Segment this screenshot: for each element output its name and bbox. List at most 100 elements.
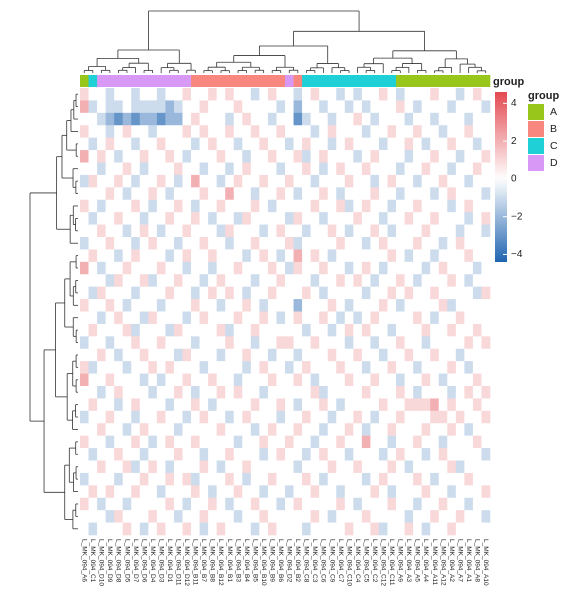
column-label: L_MK_094_A12 — [439, 539, 446, 586]
cell — [464, 522, 474, 536]
cell — [336, 485, 346, 499]
cell — [148, 125, 158, 138]
cell — [438, 150, 448, 163]
cell — [336, 361, 346, 374]
cell — [319, 237, 329, 250]
cell — [165, 199, 175, 213]
cell — [216, 510, 226, 523]
cell — [353, 472, 363, 486]
cell — [233, 323, 243, 337]
column-label: L_MK_094_A1 — [465, 539, 472, 582]
cell — [242, 398, 252, 412]
cell — [105, 311, 115, 325]
cell — [404, 125, 414, 138]
cell — [276, 448, 286, 461]
cell — [148, 274, 158, 287]
cell — [302, 174, 311, 188]
cell — [421, 125, 431, 138]
cell — [302, 410, 311, 424]
cell — [225, 199, 235, 213]
cell — [131, 162, 141, 176]
cell — [267, 187, 277, 201]
cell — [242, 88, 252, 101]
cell — [267, 386, 277, 399]
cell — [455, 174, 465, 188]
cell — [310, 125, 320, 138]
cell — [302, 112, 311, 126]
cell — [191, 311, 200, 325]
cell — [421, 237, 431, 250]
cell — [199, 286, 209, 300]
cell — [276, 274, 286, 287]
cell — [250, 174, 260, 188]
cell — [131, 150, 141, 163]
cell — [464, 299, 474, 312]
cell — [404, 485, 414, 499]
cell — [225, 88, 235, 101]
cell — [267, 410, 277, 424]
cell — [173, 361, 183, 374]
cell — [302, 497, 311, 511]
cell — [156, 137, 166, 151]
cell — [438, 386, 448, 399]
column-label: L_MK_094_D11 — [175, 539, 182, 586]
cell — [438, 472, 448, 486]
cell — [242, 472, 252, 486]
cell — [216, 224, 226, 238]
cell — [344, 448, 354, 461]
cell — [250, 460, 260, 474]
cell — [421, 522, 431, 536]
cell — [464, 274, 474, 287]
cell — [173, 249, 183, 263]
cell — [250, 261, 260, 275]
cell — [131, 299, 141, 312]
cell — [327, 212, 337, 225]
cell — [396, 472, 405, 486]
cell — [370, 112, 380, 126]
cell — [148, 448, 158, 461]
cell — [336, 522, 346, 536]
cell — [233, 150, 243, 163]
cell — [464, 472, 474, 486]
legend-title: group — [528, 90, 559, 102]
cell — [404, 162, 414, 176]
cell — [250, 522, 260, 536]
column-label: L_MK_094_C9 — [328, 539, 335, 583]
cell — [285, 336, 294, 350]
cell — [80, 485, 89, 499]
cell — [310, 274, 320, 287]
cell — [199, 261, 209, 275]
cell — [165, 274, 175, 287]
cell — [421, 472, 431, 486]
cell — [105, 187, 115, 201]
cell — [156, 112, 166, 126]
cell — [404, 398, 414, 412]
cell — [353, 398, 363, 412]
cell — [131, 274, 141, 287]
cell — [387, 237, 397, 250]
cell — [148, 497, 158, 511]
cell — [276, 212, 286, 225]
cell — [430, 410, 440, 424]
cell — [199, 212, 209, 225]
cell — [464, 323, 474, 337]
cell — [105, 410, 115, 424]
cell — [378, 125, 388, 138]
cell — [165, 311, 175, 325]
cell — [447, 348, 457, 362]
cell — [378, 174, 388, 188]
cell — [225, 237, 235, 250]
cell — [233, 497, 243, 511]
cell — [396, 510, 405, 523]
cell — [319, 410, 329, 424]
cell — [293, 485, 303, 499]
cell — [481, 522, 491, 536]
cell — [413, 88, 422, 101]
cell — [250, 423, 260, 436]
cell — [327, 361, 337, 374]
cell — [285, 112, 294, 126]
cell — [361, 472, 371, 486]
cell — [191, 137, 200, 151]
cell — [199, 249, 209, 263]
cell — [139, 261, 149, 275]
